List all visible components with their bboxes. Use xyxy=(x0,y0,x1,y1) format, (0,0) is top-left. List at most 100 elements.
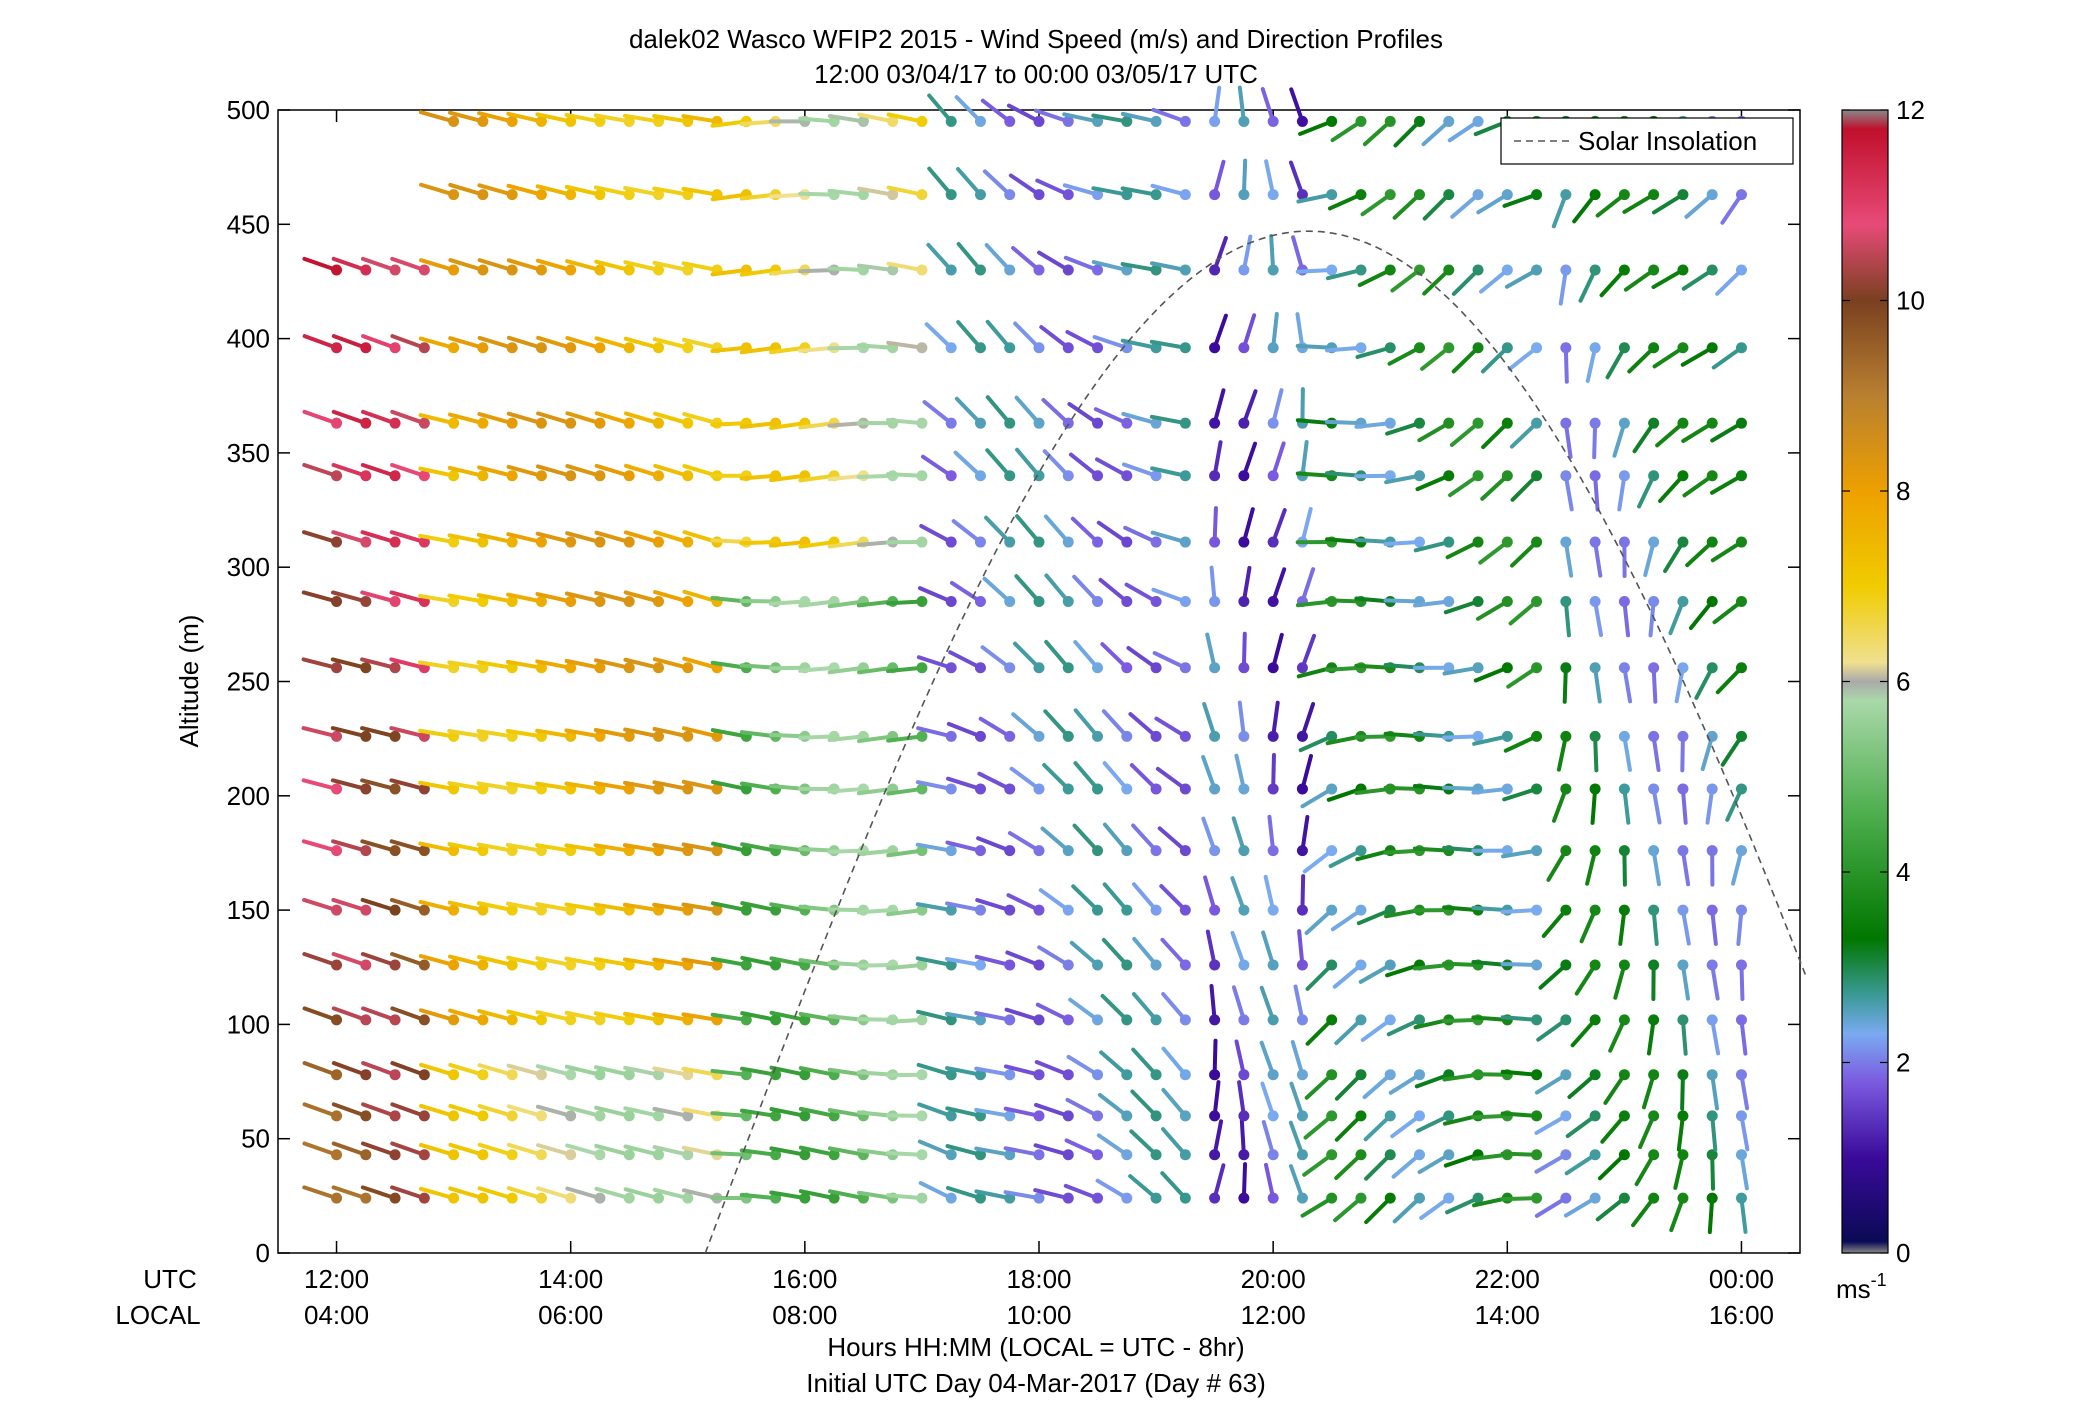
wind-barb-shaft xyxy=(390,1141,427,1157)
wind-barb-point xyxy=(1267,1014,1279,1026)
wind-barb-shaft xyxy=(798,473,837,483)
wind-barb-shaft xyxy=(945,1144,983,1157)
wind-barb-shaft xyxy=(1502,192,1539,208)
wind-barb-shaft xyxy=(535,902,573,913)
wind-barb-shaft xyxy=(301,590,339,604)
wind-barb-shaft xyxy=(798,1066,837,1077)
wind-barb-point xyxy=(974,1069,986,1081)
wind-barb-shaft xyxy=(1622,848,1627,887)
wind-barb-shaft xyxy=(1201,816,1217,853)
wind-barb-shaft xyxy=(1237,85,1246,124)
x-tick-label-local: 16:00 xyxy=(1709,1300,1774,1330)
wind-barb-shaft xyxy=(301,657,339,670)
wind-barb-point xyxy=(477,470,489,482)
wind-barb-point xyxy=(974,417,986,429)
wind-barb-point xyxy=(331,1149,343,1161)
wind-barb-point xyxy=(1589,1110,1601,1122)
wind-barb-point xyxy=(770,1014,782,1026)
wind-barb-shaft xyxy=(1715,268,1744,296)
solar-insolation-curve xyxy=(704,230,1807,1254)
wind-barb-point xyxy=(1648,417,1660,429)
wind-barb-shaft xyxy=(1449,421,1481,447)
wind-barb-shaft xyxy=(1600,1113,1627,1144)
wind-barb-point xyxy=(1179,115,1191,127)
wind-barb-point xyxy=(1004,342,1016,354)
wind-barb-point xyxy=(1209,189,1221,201)
wind-barb-point xyxy=(1004,595,1016,607)
wind-barb-point xyxy=(1062,904,1074,916)
wind-barb-point xyxy=(565,1149,577,1161)
wind-barb-shaft xyxy=(1072,823,1100,853)
wind-barb-point xyxy=(1501,470,1513,482)
wind-barb-shaft xyxy=(1648,599,1656,638)
wind-barb-shaft xyxy=(418,533,456,545)
wind-barb-shaft xyxy=(1363,1113,1393,1142)
wind-barb-point xyxy=(623,662,635,674)
wind-barb-shaft xyxy=(477,1142,515,1157)
wind-barb-point xyxy=(623,730,635,742)
wind-barb-point xyxy=(448,264,460,276)
wind-barb-point xyxy=(1677,417,1689,429)
wind-barb-point xyxy=(1150,536,1162,548)
wind-barb-point xyxy=(1648,1014,1660,1026)
wind-barb-point xyxy=(1414,417,1425,429)
wind-barb-shaft xyxy=(1680,786,1688,825)
wind-barb-point xyxy=(1092,1149,1104,1161)
wind-barb-shaft xyxy=(885,472,924,478)
wind-barb-shaft xyxy=(974,1011,1012,1022)
wind-barb-point xyxy=(1150,1014,1162,1026)
wind-barb-point xyxy=(1531,1192,1543,1204)
wind-barb-shaft xyxy=(652,113,690,124)
wind-barb-shaft xyxy=(769,1146,807,1157)
wind-barb-point xyxy=(594,264,606,276)
wind-barb-point xyxy=(565,1069,577,1081)
wind-barb-point xyxy=(418,342,430,354)
wind-barb-shaft xyxy=(1476,599,1510,621)
wind-barb-point xyxy=(331,1110,343,1122)
wind-barb-shaft xyxy=(1710,540,1744,563)
wind-barb-shaft xyxy=(1101,709,1129,739)
wind-barb-shaft xyxy=(330,778,368,791)
wind-barb-shaft xyxy=(915,902,954,913)
wind-barb-shaft xyxy=(1445,540,1481,560)
wind-barb-point xyxy=(1677,470,1689,482)
wind-barb-shaft xyxy=(1632,421,1656,454)
wind-barb-shaft xyxy=(535,956,573,967)
wind-barb-shaft xyxy=(1354,734,1393,740)
wind-barb-point xyxy=(1062,783,1074,795)
wind-barb-shaft xyxy=(1622,786,1631,825)
wind-barb-point xyxy=(1443,115,1455,127)
wind-barb-point xyxy=(945,417,957,429)
wind-barb-shaft xyxy=(506,1063,544,1077)
wind-barb-shaft xyxy=(593,727,632,739)
wind-barb-shaft xyxy=(1354,537,1393,545)
wind-barb-shaft xyxy=(565,1105,602,1118)
wind-barb-point xyxy=(1121,845,1133,857)
wind-barb-shaft xyxy=(1634,1152,1656,1187)
wind-barb-point xyxy=(389,904,401,916)
wind-barb-point xyxy=(1296,189,1308,201)
wind-barb-shaft xyxy=(477,412,515,426)
wind-barb-shaft xyxy=(564,956,602,967)
wind-barb-point xyxy=(477,1149,489,1161)
y-tick-label: 200 xyxy=(227,781,270,811)
wind-barb-shaft xyxy=(1267,814,1276,853)
legend: Solar Insolation xyxy=(1500,117,1794,165)
wind-barb-point xyxy=(1501,595,1513,607)
wind-barb-shaft xyxy=(302,1141,339,1157)
wind-barb-shaft xyxy=(1360,1017,1393,1042)
wind-barb-shaft xyxy=(885,599,924,606)
wind-barb-shaft xyxy=(1651,734,1661,773)
wind-barb-shaft xyxy=(1585,345,1598,383)
wind-barb-point xyxy=(1296,783,1308,795)
wind-barb-shaft xyxy=(1422,268,1451,296)
wind-barb-shaft xyxy=(926,242,954,273)
wind-barb-point xyxy=(1531,595,1543,607)
wind-barb-point xyxy=(1589,662,1601,674)
wind-barb-shaft xyxy=(681,842,720,853)
wind-barb-shaft xyxy=(1736,908,1744,946)
wind-barb-shaft xyxy=(564,843,602,853)
wind-barb-point xyxy=(1648,1069,1660,1081)
wind-barb-point xyxy=(1092,264,1104,276)
wind-barb-shaft xyxy=(1298,119,1334,136)
